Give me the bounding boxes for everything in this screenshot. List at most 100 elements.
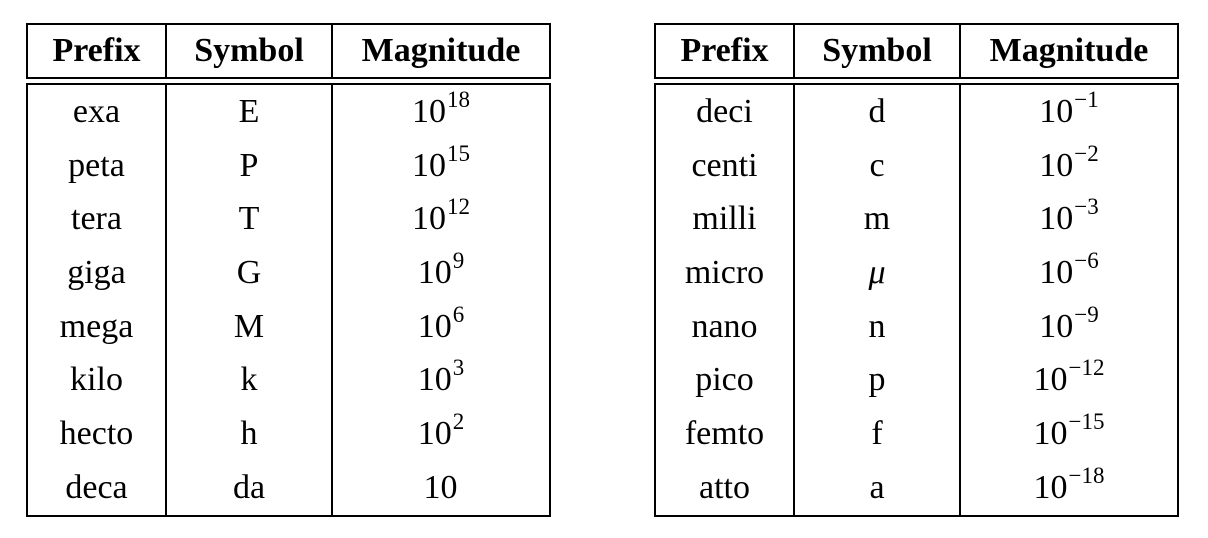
table-row: deca da 10 — [26, 460, 551, 517]
symbol-cell: M — [165, 299, 333, 354]
prefix-cell: deci — [654, 83, 795, 139]
prefix-cell: pico — [654, 353, 795, 408]
magnitude-cell: 106 — [331, 299, 551, 354]
magnitude-cell: 10−9 — [959, 299, 1179, 354]
header-row: Prefix Symbol Magnitude — [654, 23, 1179, 79]
symbol-cell: k — [165, 353, 333, 408]
prefix-cell: milli — [654, 192, 795, 247]
magnitude-cell: 109 — [331, 246, 551, 300]
magnitude-exponent: −9 — [1074, 301, 1099, 327]
table-row: hecto h 102 — [26, 407, 551, 461]
magnitude-header: Magnitude — [331, 23, 551, 79]
table-row: tera T 1012 — [26, 192, 551, 247]
table-row: pico p 10−12 — [654, 353, 1179, 408]
magnitude-base: 10 — [412, 200, 446, 238]
magnitude-base: 10 — [417, 361, 452, 399]
table-row: atto a 10−18 — [654, 460, 1179, 517]
table-row: centi c 10−2 — [654, 138, 1179, 193]
symbol-cell: f — [793, 407, 961, 461]
prefix-cell: femto — [654, 407, 795, 461]
symbol-header: Symbol — [165, 23, 333, 79]
magnitude-base: 10 — [412, 146, 446, 184]
symbol-cell: μ — [793, 246, 961, 300]
table-row: deci d 10−1 — [654, 83, 1179, 139]
magnitude-header: Magnitude — [959, 23, 1179, 79]
magnitude-base: 10 — [417, 307, 452, 345]
magnitude-cell: 10−12 — [959, 353, 1179, 408]
magnitude-cell: 10 — [331, 460, 551, 517]
magnitude-base: 10 — [417, 253, 452, 291]
prefix-cell: giga — [26, 246, 167, 300]
header-row: Prefix Symbol Magnitude — [26, 23, 551, 79]
prefix-cell: kilo — [26, 353, 167, 408]
prefix-cell: atto — [654, 460, 795, 517]
table-row: giga G 109 — [26, 246, 551, 300]
magnitude-base: 10 — [1039, 146, 1074, 184]
magnitude-cell: 10−3 — [959, 192, 1179, 247]
magnitude-cell: 103 — [331, 353, 551, 408]
symbol-cell: c — [793, 138, 961, 193]
prefix-cell: hecto — [26, 407, 167, 461]
magnitude-exponent: −12 — [1068, 355, 1105, 381]
magnitude-exponent: −6 — [1074, 247, 1099, 273]
magnitude-exponent: −18 — [1068, 462, 1105, 488]
magnitude-exponent: 18 — [447, 86, 470, 112]
symbol-cell: T — [165, 192, 333, 247]
prefix-cell: centi — [654, 138, 795, 193]
magnitude-base: 10 — [423, 468, 458, 506]
magnitude-cell: 102 — [331, 407, 551, 461]
symbol-cell: n — [793, 299, 961, 354]
magnitude-exponent: 2 — [452, 408, 465, 434]
magnitude-exponent: 12 — [447, 194, 470, 220]
symbol-cell: h — [165, 407, 333, 461]
prefix-cell: exa — [26, 83, 167, 139]
prefix-cell: mega — [26, 299, 167, 354]
magnitude-exponent: 15 — [447, 140, 470, 166]
magnitude-base: 10 — [1033, 468, 1068, 506]
magnitude-exponent: 6 — [452, 301, 465, 327]
table-row: kilo k 103 — [26, 353, 551, 408]
magnitude-cell: 10−1 — [959, 83, 1179, 139]
magnitude-exponent: −3 — [1074, 194, 1099, 220]
prefix-cell: tera — [26, 192, 167, 247]
table-row: milli m 10−3 — [654, 192, 1179, 247]
symbol-header: Symbol — [793, 23, 961, 79]
symbol-cell: a — [793, 460, 961, 517]
table-row: nano n 10−9 — [654, 299, 1179, 354]
symbol-cell: da — [165, 460, 333, 517]
magnitude-exponent: −15 — [1068, 408, 1105, 434]
symbol-cell: G — [165, 246, 333, 300]
magnitude-base: 10 — [1039, 307, 1074, 345]
negative-prefixes-table: Prefix Symbol Magnitude deci d 10−1 cent… — [654, 23, 1179, 517]
magnitude-cell: 10−15 — [959, 407, 1179, 461]
prefix-cell: peta — [26, 138, 167, 193]
symbol-cell: d — [793, 83, 961, 139]
magnitude-exponent: −2 — [1074, 140, 1099, 166]
prefix-header: Prefix — [26, 23, 167, 79]
magnitude-base: 10 — [1039, 200, 1074, 238]
magnitude-cell: 1012 — [331, 192, 551, 247]
table-row: peta P 1015 — [26, 138, 551, 193]
magnitude-exponent: 9 — [452, 247, 465, 273]
table-row: mega M 106 — [26, 299, 551, 354]
symbol-cell: p — [793, 353, 961, 408]
magnitude-cell: 10−18 — [959, 460, 1179, 517]
magnitude-base: 10 — [1039, 92, 1074, 130]
prefix-cell: micro — [654, 246, 795, 300]
magnitude-base: 10 — [417, 414, 452, 452]
symbol-cell: P — [165, 138, 333, 193]
magnitude-exponent: 3 — [452, 355, 465, 381]
symbol-cell: E — [165, 83, 333, 139]
table-row: femto f 10−15 — [654, 407, 1179, 461]
table-row: micro μ 10−6 — [654, 246, 1179, 300]
magnitude-base: 10 — [1033, 361, 1068, 399]
symbol-cell: m — [793, 192, 961, 247]
magnitude-cell: 10−2 — [959, 138, 1179, 193]
prefix-header: Prefix — [654, 23, 795, 79]
positive-prefixes-table: Prefix Symbol Magnitude exa E 1018 peta … — [26, 23, 551, 517]
magnitude-exponent: −1 — [1074, 86, 1099, 112]
magnitude-cell: 1018 — [331, 83, 551, 139]
prefix-cell: deca — [26, 460, 167, 517]
magnitude-cell: 10−6 — [959, 246, 1179, 300]
magnitude-base: 10 — [412, 92, 446, 130]
